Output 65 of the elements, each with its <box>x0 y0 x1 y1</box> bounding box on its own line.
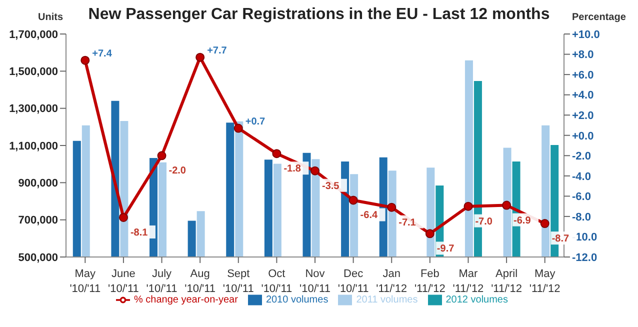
point <box>80 56 90 65</box>
legend-label: 2011 volumes <box>356 294 418 306</box>
y2-tick-label: +6.0 <box>572 69 594 82</box>
point <box>310 166 320 176</box>
y2-tick-label: -4.0 <box>572 170 591 183</box>
point <box>348 196 358 205</box>
y-tick-label: 500,000 <box>18 252 58 264</box>
point <box>196 52 205 62</box>
x-tick-label: Sept '10/'11 <box>222 268 254 295</box>
y2-tick-label: -2.0 <box>572 150 591 163</box>
data-label: -6.9 <box>514 215 532 226</box>
data-label: -1.8 <box>284 164 302 175</box>
data-label: -8.7 <box>552 234 570 245</box>
y2-tick-label: +8.0 <box>572 49 594 62</box>
x-tick-label: Aug '10/'11 <box>184 268 216 295</box>
x-tick-label: May '11/'12 <box>529 268 560 295</box>
point <box>540 219 550 228</box>
x-tick-label: Jan '11/'12 <box>376 268 408 295</box>
point <box>387 202 396 212</box>
data-label: -2.0 <box>168 166 186 177</box>
point <box>234 124 243 133</box>
x-tick-label: Dec '10/'11 <box>338 268 369 295</box>
y2-tick-label: +2.0 <box>572 110 594 122</box>
y2-tick-label: -6.0 <box>572 191 591 204</box>
y-axis-title: Units <box>38 12 63 23</box>
data-label: -6.4 <box>360 210 378 222</box>
y2-tick-label: +0.0 <box>572 130 594 142</box>
y2-tick-label: +4.0 <box>572 90 594 102</box>
x-tick-label: Feb '11/'12 <box>414 268 446 295</box>
y-tick-label: 1,100,000 <box>9 140 58 152</box>
data-label: -9.7 <box>436 244 455 255</box>
y2-axis-title: Percentage <box>572 12 626 23</box>
y-tick-label: 1,500,000 <box>9 66 58 78</box>
point <box>157 151 166 160</box>
data-label: +0.7 <box>245 116 266 128</box>
point <box>425 229 434 238</box>
y2-tick-label: -8.0 <box>572 211 591 224</box>
data-label: -7.1 <box>398 217 416 228</box>
x-tick-label: June '10/'11 <box>108 268 139 295</box>
y-tick-label: 900,000 <box>18 178 58 190</box>
legend-label: 2010 volumes <box>266 294 328 306</box>
data-label: -7.0 <box>475 216 493 228</box>
chart-title: New Passenger Car Registrations in the EU - Last 12 months <box>88 6 550 23</box>
x-tick-label: May '10/'11 <box>70 268 101 295</box>
y2-tick-label: +10.0 <box>572 28 600 41</box>
y-tick-label: 700,000 <box>18 214 58 227</box>
y-tick-label: 1,300,000 <box>9 103 58 116</box>
point <box>464 202 473 211</box>
data-label: -8.1 <box>130 227 148 238</box>
x-tick-label: Mar '11/'12 <box>452 268 484 295</box>
data-label: +7.4 <box>92 48 112 60</box>
y-tick-label: 1,700,000 <box>9 28 58 41</box>
point <box>502 200 512 210</box>
data-label: +7.7 <box>207 45 228 56</box>
legend-label: % change year-on-year <box>134 294 238 306</box>
point <box>118 212 128 222</box>
x-tick-label: Nov '10/'11 <box>300 268 330 295</box>
x-tick-label: July '10/'11 <box>146 268 178 295</box>
y2-tick-label: -12.0 <box>572 252 598 264</box>
data-label: -3.5 <box>322 180 340 192</box>
legend-label: 2012 volumes <box>446 294 508 306</box>
x-tick-label: Oct '10/'11 <box>261 268 292 295</box>
point <box>272 149 282 158</box>
x-tick-label: April '11/'12 <box>491 268 522 295</box>
y2-tick-label: -10.0 <box>572 232 598 244</box>
